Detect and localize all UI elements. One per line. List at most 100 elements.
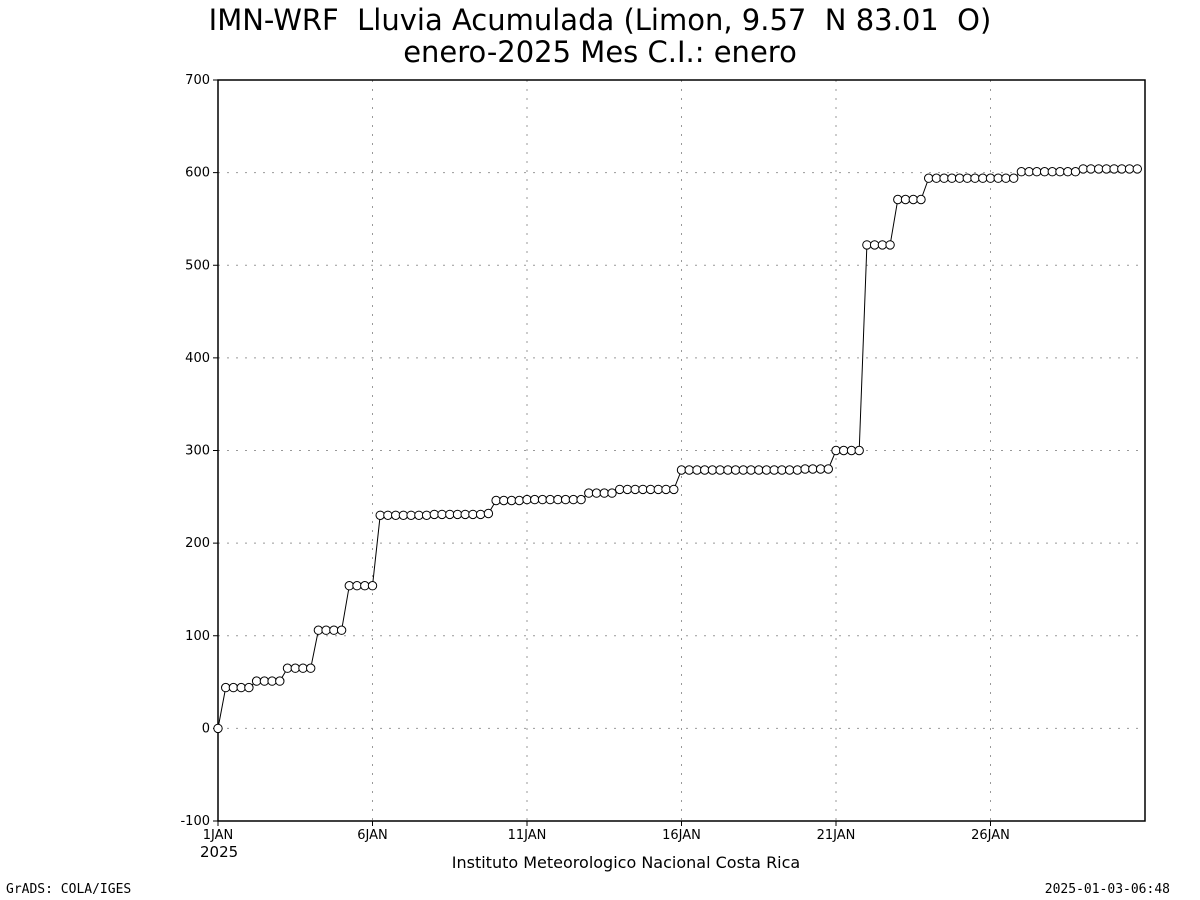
data-point: [846, 445, 857, 456]
data-point: [746, 465, 756, 475]
data-point: [1063, 167, 1073, 177]
data-point: [491, 495, 501, 506]
data-point: [916, 194, 926, 205]
data-point: [421, 510, 432, 520]
data-point: [344, 581, 354, 591]
data-point: [715, 465, 725, 475]
data-point: [692, 465, 702, 475]
data-point: [615, 484, 625, 495]
data-point: [259, 676, 270, 686]
data-point: [1124, 164, 1135, 174]
data-point: [877, 240, 888, 250]
data-point: [885, 240, 895, 250]
y-tick-label: 700: [185, 73, 210, 88]
x-axis-year-label: 2025: [200, 843, 239, 861]
data-point: [522, 494, 532, 505]
data-point: [375, 510, 385, 520]
data-point: [228, 682, 239, 693]
footer-software: GrADS: COLA/IGES: [6, 882, 132, 897]
data-point: [1001, 173, 1011, 183]
data-point: [1070, 167, 1081, 177]
data-point: [1086, 164, 1096, 174]
data-point: [808, 464, 818, 474]
chart-title: IMN-WRF Lluvia Acumulada (Limon, 9.57 N …: [208, 3, 992, 37]
data-point: [954, 173, 965, 183]
data-point: [962, 173, 972, 183]
data-point: [437, 509, 447, 520]
series-line: [217, 168, 1138, 729]
data-point: [638, 484, 648, 495]
data-point: [367, 581, 378, 591]
chart-subtitle: enero-2025 Mes C.I.: enero: [403, 35, 797, 69]
y-tick-label: 300: [185, 444, 210, 459]
data-point: [1016, 167, 1027, 177]
data-point: [607, 488, 617, 498]
data-point: [900, 194, 911, 205]
data-point: [993, 173, 1003, 183]
data-point: [730, 465, 741, 475]
data-point: [360, 581, 370, 591]
data-point: [275, 676, 285, 686]
data-point: [761, 465, 772, 475]
data-point: [306, 663, 316, 673]
data-point: [414, 510, 424, 520]
data-point: [514, 495, 524, 506]
data-point: [576, 494, 586, 505]
x-axis-title: Instituto Meteorologico Nacional Costa R…: [451, 853, 801, 872]
data-point: [754, 465, 764, 475]
data-point: [406, 510, 416, 520]
data-point: [1101, 164, 1112, 174]
data-point: [947, 173, 957, 183]
data-point: [599, 488, 609, 498]
data-point: [700, 465, 710, 475]
data-point: [839, 445, 849, 456]
data-point: [591, 488, 602, 498]
data-point: [282, 663, 293, 673]
data-point: [452, 509, 463, 520]
y-tick-label: 400: [185, 351, 210, 366]
data-point: [445, 509, 455, 520]
data-point: [530, 494, 540, 505]
data-point: [560, 494, 571, 505]
footer-timestamp: 2025-01-03-06:48: [1044, 882, 1170, 897]
data-point: [978, 173, 988, 183]
data-point: [893, 194, 903, 205]
data-point: [823, 464, 833, 474]
data-point: [985, 173, 996, 183]
data-point: [1055, 167, 1065, 177]
data-point: [684, 465, 694, 475]
data-point: [931, 173, 942, 183]
data-point: [321, 625, 331, 635]
data-point: [854, 445, 864, 456]
data-point: [537, 494, 548, 505]
data-point: [244, 682, 254, 693]
data-point: [483, 508, 494, 519]
data-point: [862, 240, 872, 250]
data-point: [622, 484, 633, 495]
data-point: [1094, 164, 1104, 174]
data-point: [869, 240, 880, 250]
x-tick-label: 16JAN: [662, 828, 701, 843]
data-point: [398, 510, 409, 520]
data-point: [584, 488, 594, 498]
data-point: [468, 509, 478, 520]
grid-lines: [218, 80, 1145, 821]
x-tick-label: 11JAN: [508, 828, 547, 843]
data-points: [213, 164, 1143, 734]
data-point: [738, 465, 748, 475]
y-tick-label: 100: [185, 629, 210, 644]
x-tick-label: 21JAN: [817, 828, 856, 843]
data-point: [1039, 167, 1050, 177]
data-point: [908, 194, 918, 205]
data-point: [553, 494, 563, 505]
y-tick-label: 500: [185, 258, 210, 273]
data-point: [336, 625, 347, 635]
x-tick-label: 26JAN: [971, 828, 1010, 843]
data-point: [545, 494, 555, 505]
data-point: [784, 465, 795, 475]
data-point: [769, 465, 779, 475]
data-point: [313, 625, 324, 635]
data-point: [653, 484, 663, 495]
data-point: [391, 510, 401, 520]
